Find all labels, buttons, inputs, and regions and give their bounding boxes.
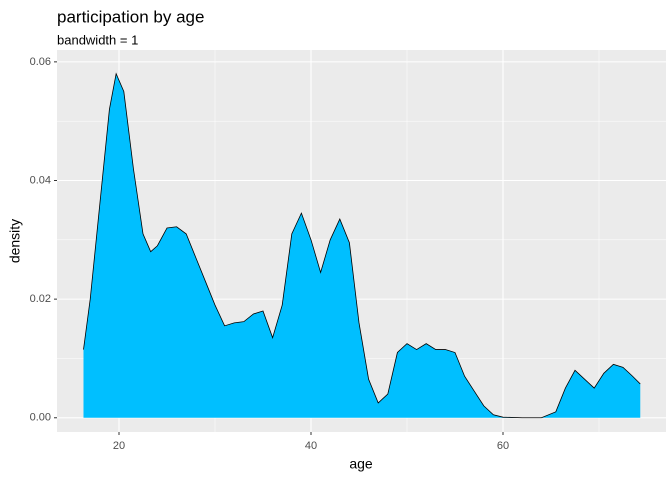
x-axis-title: age (349, 456, 373, 472)
density-line (83, 72, 641, 419)
y-tick-label: 0.02 (30, 293, 51, 305)
x-tick-label: 60 (497, 440, 509, 452)
y-axis-title: density (7, 219, 23, 263)
chart-subtitle: bandwidth = 1 (57, 32, 138, 47)
x-tick-label: 20 (113, 440, 125, 452)
x-tick-label: 40 (305, 440, 317, 452)
density-area (83, 73, 641, 418)
chart-title: participation by age (57, 7, 204, 26)
y-tick-label: 0.00 (30, 412, 51, 424)
y-tick-label: 0.06 (30, 56, 51, 68)
y-tick-label: 0.04 (30, 174, 51, 186)
